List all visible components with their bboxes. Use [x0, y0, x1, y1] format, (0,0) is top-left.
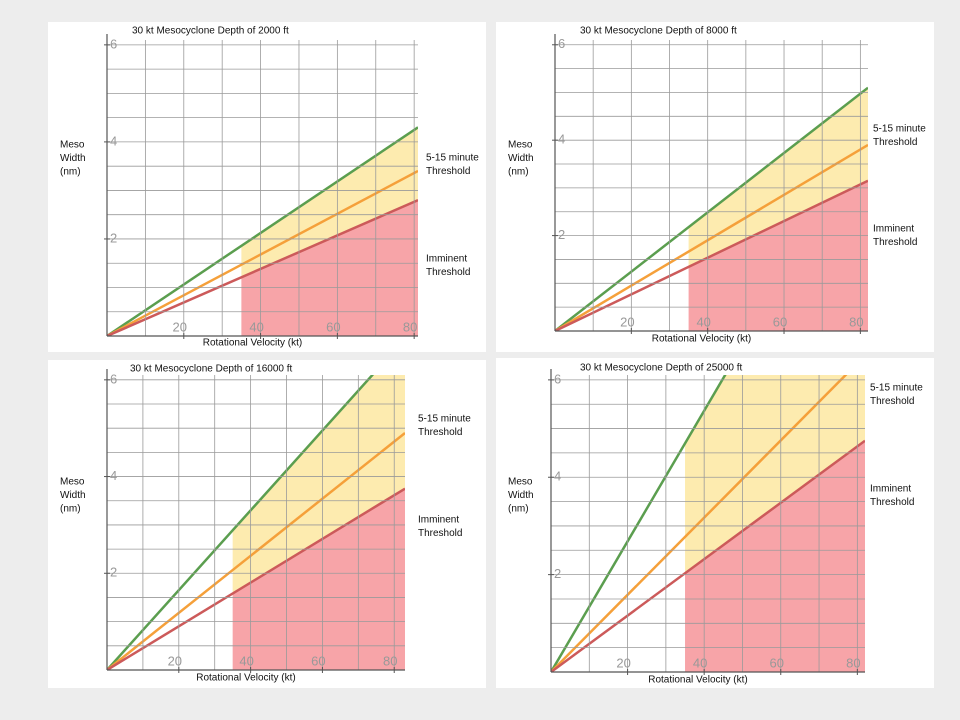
chart-panel: 2 4 6 20 40 60 80 30 kt Mesocyclone Depth of 20… — [48, 22, 486, 352]
annotation: Threshold — [873, 137, 917, 148]
y-axis-label: Meso — [60, 477, 85, 488]
x-tick-label: 60 — [773, 314, 787, 329]
x-tick-label: 20 — [620, 314, 634, 329]
x-axis-label: Rotational Velocity (kt) — [203, 338, 303, 349]
watch-zone — [685, 375, 865, 574]
annotation: Threshold — [873, 237, 917, 248]
x-tick-label: 80 — [846, 655, 860, 670]
y-axis-label: (nm) — [60, 167, 81, 178]
x-axis-label: Rotational Velocity (kt) — [648, 675, 748, 686]
imminent-zone — [688, 180, 868, 331]
y-tick-label: 4 — [554, 469, 561, 484]
x-tick-label: 80 — [403, 319, 417, 334]
x-tick-label: 40 — [693, 655, 707, 670]
chart-title: 30 kt Mesocyclone Depth of 2000 ft — [132, 26, 289, 37]
chart-panel: 2 4 6 20 40 60 80 30 kt Mesocyclone Depth of 25… — [496, 358, 934, 688]
x-tick-label: 20 — [173, 319, 187, 334]
chart-title: 30 kt Mesocyclone Depth of 8000 ft — [580, 26, 737, 37]
threshold-line — [107, 432, 405, 670]
y-tick-label: 6 — [110, 371, 117, 386]
y-axis-label: Width — [508, 490, 534, 501]
plot-area — [107, 375, 405, 670]
annotation: Threshold — [418, 427, 462, 438]
y-axis-label: Meso — [60, 140, 85, 151]
y-axis-label: Meso — [508, 477, 533, 488]
threshold-line — [555, 86, 868, 331]
annotation: Threshold — [418, 528, 462, 539]
x-axis-label: Rotational Velocity (kt) — [196, 673, 296, 684]
y-tick-label: 4 — [110, 468, 117, 483]
watch-zone — [232, 375, 405, 594]
chart-panel: 2 4 6 20 40 60 80 30 kt Mesocyclone Depth of 16… — [48, 360, 486, 688]
threshold-line — [107, 375, 375, 670]
threshold-line — [555, 143, 868, 331]
x-axis-label: Rotational Velocity (kt) — [652, 334, 752, 345]
y-tick-label: 2 — [554, 566, 561, 581]
y-tick-label: 2 — [110, 230, 117, 245]
annotation: Threshold — [870, 497, 914, 508]
annotation: Imminent — [418, 515, 459, 526]
annotation: Imminent — [426, 254, 467, 265]
watch-zone — [688, 87, 868, 267]
y-tick-label: 6 — [110, 36, 117, 51]
annotation: Threshold — [426, 267, 470, 278]
annotation: 5-15 minute — [870, 383, 923, 394]
y-axis-label: (nm) — [508, 167, 529, 178]
x-tick-label: 40 — [239, 653, 253, 668]
y-axis-label: Width — [60, 153, 86, 164]
annotation: 5-15 minute — [418, 414, 471, 425]
threshold-line — [107, 169, 418, 336]
annotation: Threshold — [870, 396, 914, 407]
y-axis-label: (nm) — [508, 504, 529, 515]
y-axis-label: Meso — [508, 140, 533, 151]
watch-zone — [241, 127, 418, 278]
y-tick-label: 2 — [558, 227, 565, 242]
x-tick-label: 80 — [383, 653, 397, 668]
y-tick-label: 4 — [558, 132, 565, 147]
threshold-line — [551, 375, 848, 672]
plot-area — [555, 86, 868, 331]
plot-area — [107, 126, 418, 336]
x-tick-label: 60 — [326, 319, 340, 334]
imminent-zone — [241, 200, 418, 336]
x-tick-label: 20 — [616, 655, 630, 670]
plot-area — [551, 375, 865, 672]
x-tick-label: 20 — [168, 653, 182, 668]
y-tick-label: 4 — [110, 133, 117, 148]
chart-panel: 2 4 6 20 40 60 80 30 kt Mesocyclone Depth of 80… — [496, 22, 934, 352]
annotation: 5-15 minute — [426, 153, 479, 164]
threshold-line — [555, 179, 868, 331]
y-axis-label: Width — [60, 490, 86, 501]
y-axis-label: Width — [508, 153, 534, 164]
x-tick-label: 60 — [311, 653, 325, 668]
y-tick-label: 6 — [554, 371, 561, 386]
imminent-zone — [685, 440, 865, 672]
imminent-zone — [232, 488, 405, 670]
y-axis-label: (nm) — [60, 504, 81, 515]
annotation: Imminent — [873, 224, 914, 235]
threshold-line — [107, 198, 418, 336]
y-tick-label: 2 — [110, 565, 117, 580]
x-tick-label: 40 — [249, 319, 263, 334]
chart-title: 30 kt Mesocyclone Depth of 25000 ft — [580, 363, 743, 374]
x-tick-label: 80 — [849, 314, 863, 329]
threshold-line — [107, 487, 405, 670]
y-tick-label: 6 — [558, 36, 565, 51]
annotation: 5-15 minute — [873, 124, 926, 135]
x-tick-label: 60 — [770, 655, 784, 670]
threshold-line — [551, 439, 865, 672]
threshold-line — [107, 126, 418, 336]
chart-title: 30 kt Mesocyclone Depth of 16000 ft — [130, 364, 293, 375]
annotation: Threshold — [426, 166, 470, 177]
annotation: Imminent — [870, 484, 911, 495]
x-tick-label: 40 — [696, 314, 710, 329]
